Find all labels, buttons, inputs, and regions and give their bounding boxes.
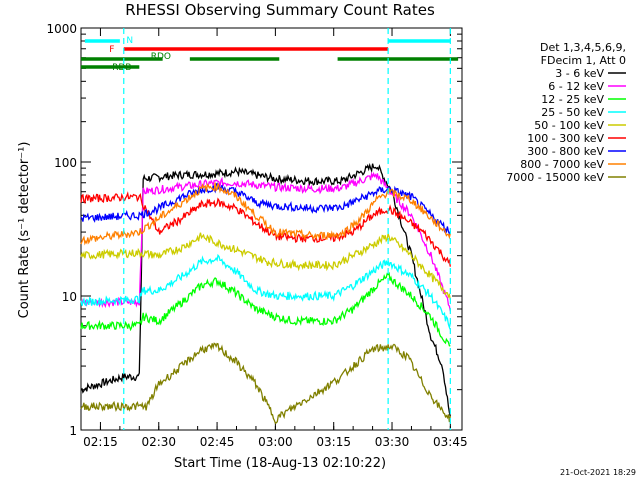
flag-label: RDO: [151, 52, 171, 62]
legend-header-line: Det 1,3,4,5,6,9,: [540, 41, 626, 54]
y-tick-label: 100: [54, 156, 77, 170]
x-tick-label: 03:15: [316, 435, 351, 449]
x-tick-label: 02:15: [83, 435, 118, 449]
y-tick-label: 10: [62, 290, 77, 304]
timestamp: 21-Oct-2021 18:29: [560, 468, 636, 477]
flags-layer: F N RDO RDB: [81, 36, 459, 73]
legend: Det 1,3,4,5,6,9, FDecim 1, Att 0 3 - 6 k…: [506, 41, 626, 184]
flag-label: N: [126, 36, 133, 46]
legend-header-line: FDecim 1, Att 0: [541, 54, 626, 67]
x-tick-label: 03:45: [433, 435, 468, 449]
x-tick-label: 03:00: [258, 435, 293, 449]
legend-label: 800 - 7000 keV: [520, 158, 604, 171]
series-line: [80, 182, 451, 246]
series-line: [80, 342, 451, 425]
series-line: [80, 162, 451, 417]
y-tick-label: 1: [69, 424, 77, 438]
series-line: [80, 253, 451, 330]
legend-label: 3 - 6 keV: [555, 67, 604, 80]
legend-label: 6 - 12 keV: [548, 80, 604, 93]
series-layer: [80, 162, 451, 425]
legend-label: 50 - 100 keV: [534, 119, 604, 132]
legend-label: 12 - 25 keV: [541, 93, 604, 106]
x-tick-label: 02:30: [141, 435, 176, 449]
y-axis-label: Count Rate (s⁻¹ detector⁻¹): [17, 142, 32, 319]
legend-label: 100 - 300 keV: [527, 132, 604, 145]
x-tick-label: 02:45: [200, 435, 235, 449]
plot-frame: [80, 27, 463, 431]
y-tick-label: 1000: [46, 22, 77, 36]
series-line: [80, 231, 451, 300]
series-line: [80, 271, 451, 347]
x-axis-label: Start Time (18-Aug-13 02:10:22): [174, 456, 386, 471]
flag-label: F: [109, 45, 114, 55]
legend-label: 300 - 800 keV: [527, 145, 604, 158]
legend-label: 25 - 50 keV: [541, 106, 604, 119]
x-tick-label: 03:30: [375, 435, 410, 449]
axes: 1 10 100 1000 02:15 02:30 02:45 03:00 03:15 03:30…: [46, 22, 467, 449]
plot-area: [80, 27, 463, 431]
series-line: [80, 191, 451, 267]
chart-title: RHESSI Observing Summary Count Rates: [125, 1, 435, 19]
legend-label: 7000 - 15000 keV: [506, 171, 604, 184]
flag-label: RDB: [112, 63, 131, 73]
markers-layer: [123, 28, 451, 430]
